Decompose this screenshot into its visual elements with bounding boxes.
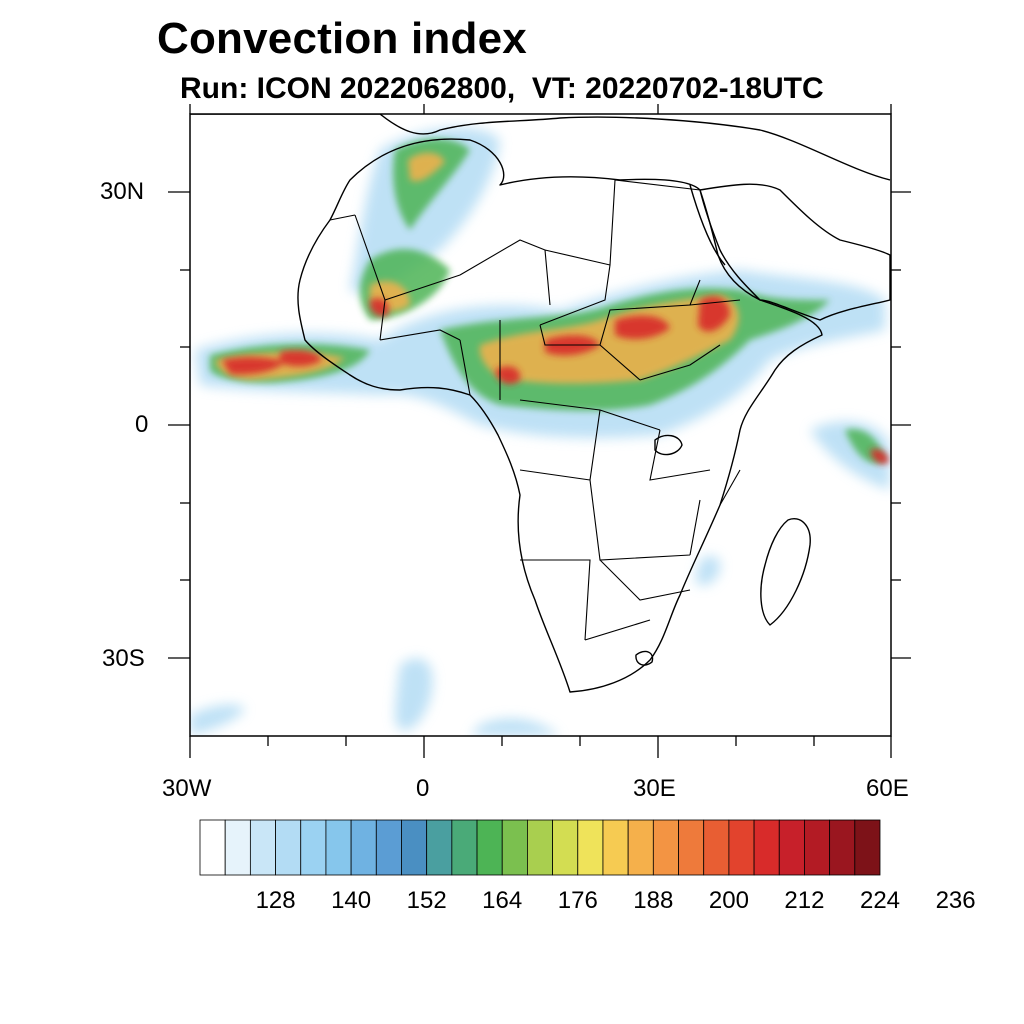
convection-field [190, 127, 890, 736]
colorbar-swatch [375, 819, 402, 876]
colorbar-swatch [249, 819, 276, 876]
colorbar-swatch [829, 819, 856, 876]
axis-ticks [168, 104, 911, 758]
colorbar-swatch [224, 819, 251, 876]
colorbar-swatch [854, 819, 881, 876]
map-subtitle: Run: ICON 2022062800, VT: 20220702-18UTC [180, 72, 824, 105]
colorbar-swatch [300, 819, 327, 876]
colorbar-swatch [527, 819, 553, 876]
colorbar [199, 819, 881, 876]
lat-label-0: 0 [135, 411, 149, 438]
colorbar-swatch [426, 819, 453, 876]
colorbar-swatch [804, 819, 831, 876]
colorbar-swatch [728, 819, 755, 876]
colorbar-swatch [703, 819, 730, 876]
colorbar-swatch [275, 819, 302, 876]
colorbar-label: 176 [557, 887, 598, 914]
lon-label-60e: 60E [866, 775, 909, 802]
colorbar-label: 236 [935, 887, 976, 914]
lon-label-30w: 30W [162, 775, 212, 802]
colorbar-swatch [451, 819, 478, 876]
colorbar-label: 224 [859, 887, 901, 914]
colorbar-swatch [325, 819, 352, 876]
colorbar-label: 128 [255, 887, 296, 914]
colorbar-label: 188 [633, 887, 674, 914]
colorbar-label: 200 [708, 887, 749, 914]
colorbar-label: 152 [406, 887, 447, 914]
colorbar-label: 164 [482, 887, 523, 914]
colorbar-label: 212 [784, 887, 825, 914]
coastlines [190, 114, 891, 693]
colorbar-swatch [678, 819, 705, 876]
colorbar-swatch [577, 819, 604, 876]
lon-label-0: 0 [416, 775, 430, 802]
colorbar-swatch [627, 819, 654, 876]
colorbar-swatch [199, 819, 226, 876]
colorbar-swatch [501, 819, 528, 876]
colorbar-swatch [753, 819, 780, 876]
colorbar-swatch [652, 819, 679, 876]
map-title: Convection index [157, 14, 527, 63]
lon-label-30e: 30E [633, 775, 676, 802]
colorbar-swatch [476, 819, 503, 876]
field-red-cores [222, 296, 889, 465]
country-borders [329, 179, 741, 641]
lat-label-30s: 30S [102, 645, 145, 672]
colorbar-swatch [602, 819, 629, 876]
lat-label-30n: 30N [100, 178, 145, 205]
colorbar-swatch [350, 819, 377, 876]
field-halo-blue [190, 127, 890, 736]
colorbar-swatch [552, 819, 579, 876]
colorbar-label: 140 [331, 887, 372, 914]
colorbar-swatch [778, 819, 805, 876]
colorbar-swatch [401, 819, 428, 876]
